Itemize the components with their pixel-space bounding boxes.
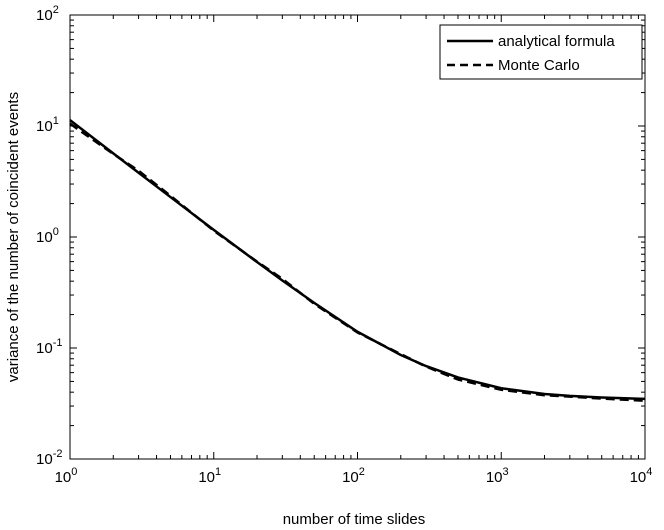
y-axis-label: variance of the number of coincident eve… <box>5 92 22 382</box>
x-tick-label: 103 <box>486 466 509 486</box>
legend-label-analytical: analytical formula <box>498 33 615 50</box>
x-axis-label: number of time slides <box>283 511 426 528</box>
y-tick-labels: 10-2 10-1 100 101 102 <box>36 4 62 468</box>
y-tick-label: 100 <box>36 226 59 246</box>
legend-box <box>439 24 643 80</box>
plot-area-frame <box>69 14 646 460</box>
y-tick-label: 10-2 <box>36 448 62 468</box>
x-tick-label: 100 <box>55 466 78 486</box>
x-tick-label: 104 <box>630 466 653 486</box>
legend: analytical formula Monte Carlo <box>439 24 643 80</box>
x-tick-label: 102 <box>342 466 365 486</box>
series-lines <box>69 119 646 402</box>
y-tick-label: 102 <box>36 4 59 24</box>
series-line-analytical-formula <box>69 119 646 401</box>
x-tick-label: 101 <box>198 466 221 486</box>
series-line-monte-carlo <box>69 122 646 402</box>
axis-ticks <box>69 14 646 460</box>
y-tick-label: 10-1 <box>36 337 62 357</box>
x-tick-labels: 100 101 102 103 104 <box>55 466 653 486</box>
legend-label-monte-carlo: Monte Carlo <box>498 57 580 74</box>
y-tick-label: 101 <box>36 115 59 135</box>
